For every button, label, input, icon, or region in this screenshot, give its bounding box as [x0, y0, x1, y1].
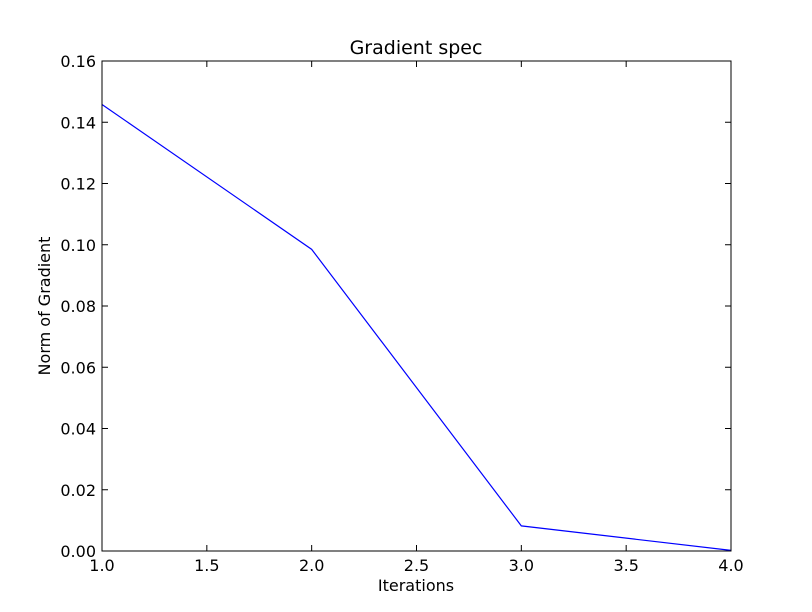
- y-tick-label: 0.16: [60, 52, 96, 71]
- x-tick-label: 2.0: [299, 556, 324, 575]
- x-tick-label: 1.0: [89, 556, 114, 575]
- y-tick-label: 0.12: [60, 175, 96, 194]
- y-tick-label: 0.04: [60, 420, 96, 439]
- y-tick-label: 0.08: [60, 297, 96, 316]
- x-tick-label: 2.5: [404, 556, 429, 575]
- y-axis-label: Norm of Gradient: [35, 237, 54, 376]
- x-axis-label: Iterations: [378, 576, 454, 595]
- y-tick-label: 0.02: [60, 481, 96, 500]
- y-tick-label: 0.14: [60, 113, 96, 132]
- x-tick-label: 3.0: [509, 556, 534, 575]
- chart-title: Gradient spec: [350, 37, 483, 59]
- x-tick-label: 1.5: [194, 556, 219, 575]
- y-tick-label: 0.06: [60, 358, 96, 377]
- x-tick-label: 3.5: [613, 556, 638, 575]
- y-tick-label: 0.10: [60, 236, 96, 255]
- series-line: [101, 103, 732, 551]
- x-tick-label: 4.0: [718, 556, 743, 575]
- plot-frame: [101, 60, 732, 552]
- y-tick-label: 0.00: [60, 542, 96, 561]
